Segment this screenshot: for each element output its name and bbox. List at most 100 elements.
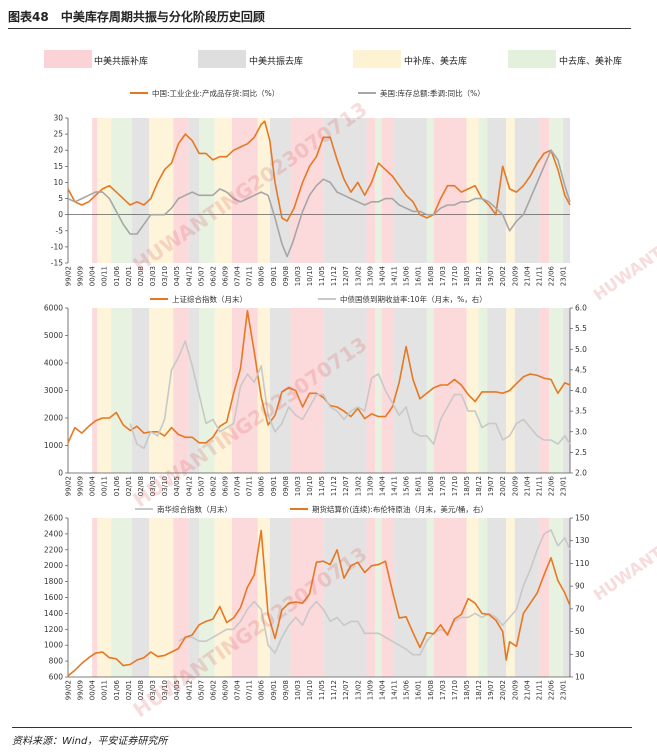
phase-band <box>375 118 382 263</box>
phase-legend-item: 中去库、美补库 <box>473 42 625 68</box>
x-tick-label: 04/12 <box>185 266 193 286</box>
x-tick-label: 21/04 <box>523 679 531 700</box>
legend-label: 美国:库存总额:季调:同比（%） <box>380 88 485 98</box>
x-tick-label: 06/02 <box>209 266 217 286</box>
x-tick-label: 11/12 <box>330 266 338 286</box>
y-right-tick-label: 5.5 <box>575 324 587 333</box>
x-tick-label: 11/12 <box>330 680 338 700</box>
phase-band <box>478 118 488 263</box>
phase-legend-item: 中美共振去库 <box>163 42 315 68</box>
phase-label: 中美共振补库 <box>94 57 149 67</box>
phase-band <box>92 518 98 677</box>
y-right-tick-label: 50 <box>575 627 585 636</box>
phase-band <box>97 308 112 473</box>
y-tick-label: 2400 <box>44 529 63 538</box>
y-tick-label: 3000 <box>44 386 63 395</box>
y-tick-label: 2000 <box>44 561 63 570</box>
phase-swatch <box>44 50 92 68</box>
series-line <box>67 120 571 222</box>
phase-band <box>269 118 291 263</box>
x-tick-label: 05/07 <box>197 680 205 700</box>
series-line <box>129 340 571 450</box>
phase-band <box>487 118 507 263</box>
x-tick-label: 17/03 <box>439 476 447 496</box>
phase-band <box>199 308 215 473</box>
x-tick-label: 11/12 <box>330 476 338 496</box>
phase-label: 中补库、美去库 <box>404 57 468 67</box>
x-tick-label: 15/06 <box>403 679 411 700</box>
x-tick-label: 04/12 <box>185 680 193 700</box>
x-tick-label: 17/10 <box>451 680 459 700</box>
y-right-tick-label: 130 <box>575 536 590 545</box>
x-tick-label: 22/06 <box>548 265 556 286</box>
source-note: 资料来源：Wind，平安证券研究所 <box>12 727 632 747</box>
phase-label: 中去库、美补库 <box>559 57 623 67</box>
x-tick-label: 13/02 <box>354 680 362 700</box>
x-tick-label: 22/06 <box>548 475 556 496</box>
phase-swatch <box>508 50 556 68</box>
x-tick-label: 12/07 <box>342 680 350 700</box>
x-tick-label: 20/02 <box>499 266 507 286</box>
phase-band <box>487 518 507 677</box>
x-tick-label: 02/08 <box>137 266 145 286</box>
phase-swatch <box>198 50 246 68</box>
x-tick-label: 12/07 <box>342 266 350 286</box>
x-tick-label: 18/05 <box>463 266 471 286</box>
x-tick-label: 16/08 <box>427 476 435 496</box>
x-tick-label: 13/02 <box>354 476 362 496</box>
y-tick-label: 0 <box>58 469 63 478</box>
y-tick-label: 10 <box>53 178 63 187</box>
y-right-tick-label: 3.5 <box>575 407 587 416</box>
phase-band <box>375 518 382 677</box>
x-tick-label: 16/08 <box>427 266 435 286</box>
y-right-tick-label: 6.0 <box>575 304 587 313</box>
figure-number: 图表48 <box>8 10 49 24</box>
y-right-tick-label: 4.0 <box>575 386 587 395</box>
y-tick-label: 1200 <box>44 625 63 634</box>
x-tick-label: 10/10 <box>306 476 314 496</box>
phase-band <box>381 118 395 263</box>
x-tick-label: 00/04 <box>89 679 97 700</box>
x-tick-label: 03/10 <box>161 476 169 496</box>
x-tick-label: 14/11 <box>391 476 399 496</box>
x-tick-label: 08/06 <box>258 475 266 496</box>
phase-band <box>257 118 270 263</box>
x-tick-label: 16/08 <box>427 680 435 700</box>
phase-band <box>269 518 291 677</box>
phase-band <box>214 308 232 473</box>
x-tick-label: 21/04 <box>523 265 531 286</box>
x-tick-label: 09/01 <box>270 266 278 286</box>
y-tick-label: -10 <box>51 242 63 251</box>
phase-band <box>149 518 174 677</box>
y-right-tick-label: 2.5 <box>575 448 587 457</box>
y-tick-label: 0 <box>58 210 63 219</box>
phase-band <box>188 118 200 263</box>
y-tick-label: 800 <box>49 657 64 666</box>
x-tick-label: 01/06 <box>113 475 121 496</box>
phase-band <box>478 518 488 677</box>
series-line <box>67 149 571 258</box>
y-right-tick-label: 110 <box>575 559 590 568</box>
y-tick-label: 4000 <box>44 359 63 368</box>
phase-band <box>111 518 132 677</box>
x-tick-label: 02/01 <box>125 680 133 700</box>
x-tick-label: 03/03 <box>149 476 157 496</box>
x-tick-label: 00/11 <box>101 680 109 700</box>
x-tick-label: 11/05 <box>318 680 326 700</box>
x-tick-label: 09/01 <box>270 680 278 700</box>
y-tick-label: 1600 <box>44 593 63 602</box>
phase-band <box>269 308 291 473</box>
x-tick-label: 08/06 <box>258 679 266 700</box>
phase-band <box>149 308 174 473</box>
x-tick-label: 18/12 <box>475 266 483 286</box>
phase-legend-item: 中美共振补库 <box>8 42 160 68</box>
y-tick-label: -15 <box>51 259 63 268</box>
x-tick-label: 00/11 <box>101 266 109 286</box>
series-line <box>67 529 571 677</box>
phase-band <box>131 118 150 263</box>
y-right-tick-label: 30 <box>575 650 585 659</box>
phase-band <box>323 518 367 677</box>
x-tick-label: 04/05 <box>173 266 181 286</box>
phase-band <box>214 518 232 677</box>
